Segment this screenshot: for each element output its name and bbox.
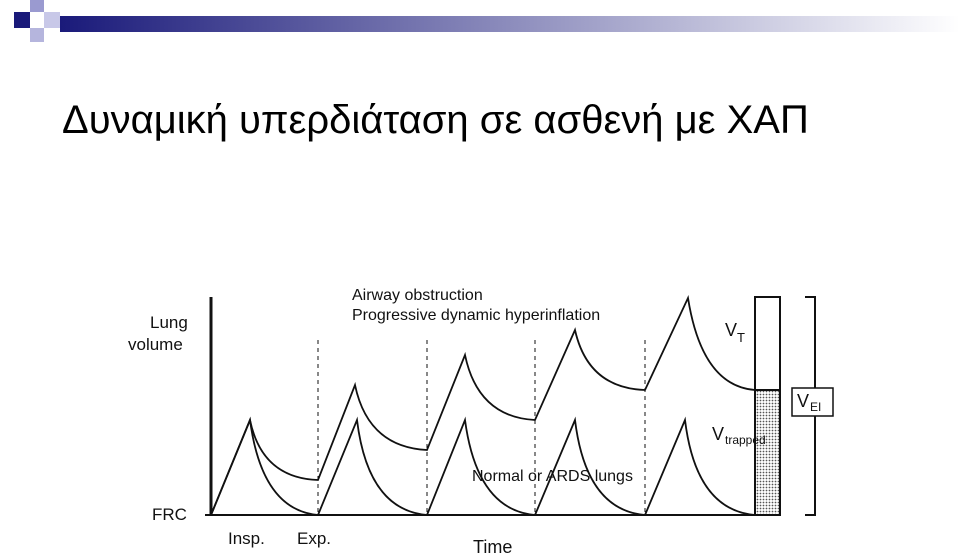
y-label: Lung	[150, 313, 188, 332]
deco-square	[30, 28, 44, 42]
vei-main: V	[797, 391, 809, 411]
slide-title: Δυναμική υπερδιάταση σε ασθενή με ΧΑΠ	[62, 98, 809, 142]
vt-sub: T	[737, 330, 745, 345]
exp-label: Exp.	[297, 529, 331, 548]
vtrapped-main: V	[712, 424, 724, 444]
normal-curve	[210, 416, 756, 516]
deco-square	[14, 12, 30, 28]
x-label: Time	[473, 537, 512, 557]
vei-sub: EI	[810, 400, 821, 414]
annotation: Airway obstruction	[352, 287, 483, 304]
vei-box	[791, 387, 834, 417]
insp-label: Insp.	[228, 529, 265, 548]
normal-label: Normal or ARDS lungs	[472, 468, 633, 485]
trapped-volume	[755, 390, 780, 515]
volume-column	[754, 296, 781, 516]
vt-main: V	[725, 320, 737, 340]
title-bar	[60, 16, 960, 32]
cycle-dividers	[317, 340, 646, 515]
deco-square	[30, 0, 44, 12]
y-label: volume	[128, 335, 183, 354]
annotation: Progressive dynamic hyperinflation	[352, 307, 600, 324]
frc-label: FRC	[152, 505, 187, 524]
vtrapped-sub: trapped	[725, 433, 766, 447]
deco-square	[44, 12, 60, 28]
obstructed-curve	[210, 294, 756, 516]
